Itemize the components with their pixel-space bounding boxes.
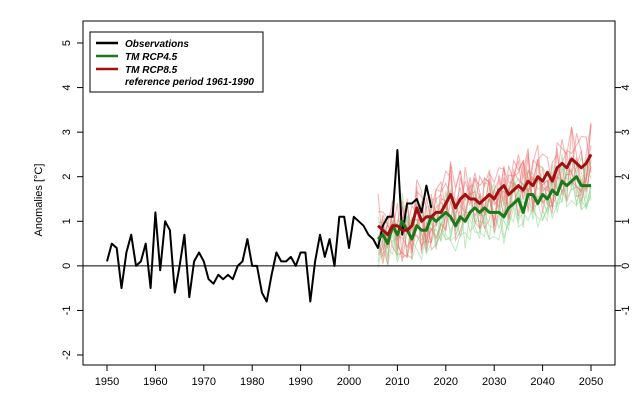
y-tick-label: 1 xyxy=(61,218,73,224)
legend: Observations TM RCP4.5 TM RCP8.5 referen… xyxy=(89,31,264,93)
legend-label-rcp45: TM RCP4.5 xyxy=(125,52,178,63)
legend-label-reference-period: reference period 1961-1990 xyxy=(125,77,254,88)
right-y-tick-label: 2 xyxy=(620,174,632,180)
x-tick-label: 2000 xyxy=(337,376,361,388)
legend-label-rcp85: TM RCP8.5 xyxy=(125,65,178,76)
axes: 1950 1960 1970 1980 1990 2000 2010 2020 2030 2040… xyxy=(61,20,632,388)
x-tick-label: 1990 xyxy=(288,376,312,388)
x-tick-label: 1950 xyxy=(95,376,119,388)
x-tick-label: 2030 xyxy=(482,376,506,388)
x-tick-label: 2050 xyxy=(579,376,603,388)
y-tick-label: -1 xyxy=(61,306,73,316)
series-line-observations xyxy=(106,149,433,303)
x-tick-label: 1980 xyxy=(240,376,264,388)
series-line-rcp45 xyxy=(376,175,591,246)
x-tick-label: 1970 xyxy=(192,376,216,388)
x-tick-label: 2040 xyxy=(530,376,554,388)
x-tick-label: 2010 xyxy=(385,376,409,388)
legend-box xyxy=(89,31,264,93)
y-tick-label: 2 xyxy=(61,174,73,180)
x-tick-label: 1960 xyxy=(143,376,167,388)
right-y-tick-label: 0 xyxy=(620,263,632,269)
series-line-rcp85 xyxy=(376,153,593,237)
y-tick-label: 3 xyxy=(61,129,73,135)
y-axis-label: Anomalies [°C] xyxy=(33,164,45,237)
y-tick-label: -2 xyxy=(61,350,73,360)
right-y-tick-label: 3 xyxy=(620,129,632,135)
y-tick-label: 5 xyxy=(61,40,73,46)
y-tick-label: 4 xyxy=(61,85,73,91)
series-layer xyxy=(106,149,593,303)
y-tick-label: 0 xyxy=(61,263,73,269)
x-tick-label: 2020 xyxy=(434,376,458,388)
right-y-tick-label: 4 xyxy=(620,85,632,91)
right-y-tick-label: -1 xyxy=(620,306,632,316)
rcp85-member-line xyxy=(377,124,592,265)
legend-label-observations: Observations xyxy=(125,39,189,50)
right-y-tick-label: 1 xyxy=(620,218,632,224)
